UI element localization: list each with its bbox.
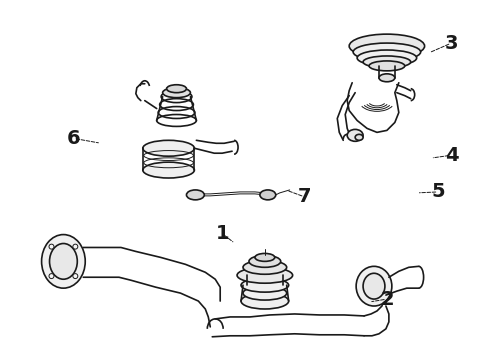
Ellipse shape: [49, 243, 77, 279]
Ellipse shape: [163, 88, 191, 98]
Ellipse shape: [369, 61, 405, 71]
Ellipse shape: [42, 235, 85, 288]
Ellipse shape: [237, 267, 293, 283]
Ellipse shape: [255, 253, 275, 261]
Ellipse shape: [260, 190, 276, 200]
Ellipse shape: [241, 293, 289, 309]
Ellipse shape: [243, 260, 287, 274]
Ellipse shape: [187, 190, 204, 200]
Text: 2: 2: [380, 289, 393, 309]
Text: 5: 5: [432, 183, 445, 201]
Ellipse shape: [357, 50, 416, 66]
Text: 7: 7: [298, 187, 311, 206]
Text: 1: 1: [216, 224, 229, 243]
Ellipse shape: [249, 255, 281, 267]
Ellipse shape: [143, 162, 195, 178]
Ellipse shape: [167, 85, 187, 93]
Ellipse shape: [241, 278, 289, 292]
Ellipse shape: [353, 43, 420, 61]
Text: 3: 3: [444, 33, 458, 53]
Circle shape: [49, 244, 54, 249]
Ellipse shape: [347, 129, 363, 141]
Circle shape: [49, 274, 54, 279]
Ellipse shape: [143, 140, 195, 156]
Ellipse shape: [349, 34, 425, 58]
Ellipse shape: [356, 266, 392, 306]
Text: 4: 4: [444, 146, 458, 165]
Text: 6: 6: [67, 129, 80, 148]
Ellipse shape: [355, 134, 363, 140]
Ellipse shape: [379, 74, 395, 82]
Circle shape: [73, 274, 78, 279]
Ellipse shape: [363, 56, 411, 68]
Ellipse shape: [243, 286, 287, 300]
Circle shape: [73, 244, 78, 249]
Ellipse shape: [363, 273, 385, 299]
